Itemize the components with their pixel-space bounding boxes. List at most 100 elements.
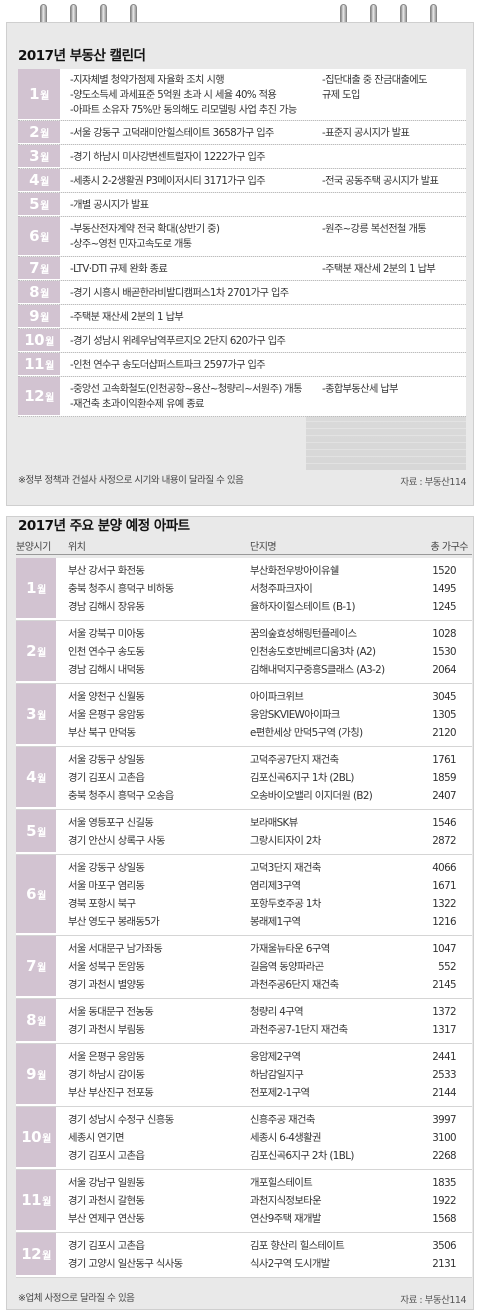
apartment-month-suffix: 월 [42, 1196, 51, 1208]
apartment-units: 2268 [432, 1150, 456, 1162]
calendar-month-number: 1 [29, 85, 40, 103]
apartment-month-suffix: 월 [37, 647, 46, 659]
apartment-complex-name: 하남감일지구 [250, 1069, 304, 1081]
apartment-complex-name: 길음역 동양파라곤 [250, 961, 324, 973]
calendar-row: 7 월 -LTV·DTI 규제 완화 종료 -주택분 재산세 2분의 1 납부 [18, 257, 466, 281]
apartment-rows: 경기 성남시 수정구 신흥동 신흥주공 재건축 3997 세종시 연기면 세종시 6-4… [56, 1107, 472, 1169]
apartments-header: 분양시기 위치 단지명 총 가구수 [16, 537, 472, 553]
apartment-month-number: 11 [21, 1191, 42, 1209]
table-row: 부산 부산진구 전포동 전포제2-1구역 2144 [56, 1084, 472, 1102]
apartment-location: 경남 김해시 장유동 [68, 601, 145, 613]
calendar-row: 1 월 -지자체별 청약가점제 자율화 조치 시행 -양도소득세 과세표준 5억원 초… [18, 69, 466, 121]
calendar-event: -주택분 재산세 2분의 1 납부 [70, 311, 184, 323]
calendar-row: 12 월 -중앙선 고속화철도(인천공항~용산~청량리~서원주) 개통 -재건축 초과… [18, 377, 466, 417]
calendar-events-right: -집단대출 중 잔금대출에도 규제 도입 [322, 73, 427, 103]
apartment-units: 3045 [432, 691, 456, 703]
calendar-event: -세종시 2-2생활권 P3메이저시티 3171가구 입주 [70, 175, 266, 187]
calendar-events-right: -주택분 재산세 2분의 1 납부 [322, 262, 436, 277]
apartment-month-suffix: 월 [37, 890, 46, 902]
calendar-row: 6 월 -부동산전자계약 전국 확대(상반기 중) -상주~영천 민자고속도로 개통 -… [18, 217, 466, 257]
apartment-location: 서울 성북구 돈암동 [68, 961, 145, 973]
calendar-row: 8 월 -경기 시흥시 배곧한라비발디캠퍼스1차 2701가구 입주 [18, 281, 466, 305]
header-location: 위치 [68, 542, 86, 553]
calendar-event: -표준지 공시지가 발표 [322, 127, 410, 139]
apartment-month-number: 9 [26, 1065, 37, 1083]
table-row: 경남 김해시 장유동 율하자이힐스테이트 (B-1) 1245 [56, 598, 472, 616]
apartment-location: 경기 안산시 상록구 사동 [68, 835, 165, 847]
apartment-group: 2 월 서울 강북구 미아동 꿈의숲효성해링턴플레이스 1028 인천 연수구 송도동 인천… [16, 621, 472, 684]
apartment-month-number: 3 [26, 705, 37, 723]
apartment-rows: 서울 동대문구 전농동 청량리 4구역 1372 경기 과천시 부림동 과천주공7-1단… [56, 999, 472, 1043]
apartment-group: 9 월 서울 은평구 응암동 응암제2구역 2441 경기 하남시 감이동 하남감일지구 25… [16, 1044, 472, 1107]
apartment-complex-name: 응암SKVIEW아이파크 [250, 709, 340, 721]
apartment-month-suffix: 월 [37, 1070, 46, 1082]
calendar-event: -상주~영천 민자고속도로 개통 [70, 239, 192, 250]
apartment-month-number: 7 [26, 957, 37, 975]
calendar-event: -주택분 재산세 2분의 1 납부 [322, 263, 436, 275]
apartment-complex-name: e편한세상 만덕5구역 (가칭) [250, 727, 363, 739]
calendar-footnote: ※정부 정책과 건설사 사정으로 시기와 내용이 달라질 수 있음 [18, 475, 244, 486]
apartment-complex-name: 보라매SK뷰 [250, 817, 298, 829]
apartment-location: 부산 부산진구 전포동 [68, 1087, 154, 1099]
calendar-events: -주택분 재산세 2분의 1 납부 [60, 305, 466, 328]
apartment-rows: 서울 강동구 상일동 고덕3단지 재건축 4066 서울 마포구 염리동 염리제3구역 1… [56, 855, 472, 935]
apartment-location: 경기 과천시 갈현동 [68, 1195, 145, 1207]
apartment-rows: 부산 강서구 화전동 부산화전우방아이유쉘 1520 충북 청주시 흥덕구 비하동 서청… [56, 558, 472, 620]
apartment-location: 경기 김포시 고촌읍 [68, 1150, 145, 1162]
calendar-month-suffix: 월 [45, 392, 54, 404]
apartment-month: 11 월 [16, 1170, 56, 1232]
table-row: 경기 김포시 고촌읍 김포신곡6지구 1차 (2BL) 1859 [56, 769, 472, 787]
apartment-units: 2064 [432, 664, 456, 676]
apartment-location: 경기 고양시 일산동구 식사동 [68, 1258, 183, 1270]
table-row: 부산 연제구 연산동 연산9주택 재개발 1568 [56, 1210, 472, 1228]
table-row: 서울 마포구 염리동 염리제3구역 1671 [56, 877, 472, 895]
apartment-group: 8 월 서울 동대문구 전농동 청량리 4구역 1372 경기 과천시 부림동 과천주공7-… [16, 999, 472, 1044]
apartments-table: 1 월 부산 강서구 화전동 부산화전우방아이유쉘 1520 충북 청주시 흥덕구 비하동… [16, 558, 472, 1278]
apartment-complex-name: 응암제2구역 [250, 1051, 301, 1063]
table-row: 서울 양천구 신월동 아이파크위브 3045 [56, 688, 472, 706]
apartment-complex-name: 김포 향산리 힐스테이트 [250, 1240, 345, 1252]
calendar-row: 5 월 -개별 공시지가 발표 [18, 193, 466, 217]
table-row: 경남 김해시 내덕동 김해내덕지구중흥S클래스 (A3-2) 2064 [56, 661, 472, 679]
apartment-location: 서울 양천구 신월동 [68, 691, 145, 703]
calendar-month-suffix: 월 [40, 312, 49, 324]
calendar-month-number: 3 [29, 147, 40, 165]
calendar-event: -아파트 소유자 75%만 동의해도 리모델링 사업 추진 가능 [70, 104, 297, 116]
apartment-complex-name: 과천주공7-1단지 재건축 [250, 1024, 348, 1036]
apartment-complex-name: 김포신곡6지구 1차 (2BL) [250, 772, 354, 784]
apartment-complex-name: 아이파크위브 [250, 691, 304, 703]
apartment-complex-name: 오송바이오밸리 이지더원 (B2) [250, 790, 373, 802]
calendar-events-left: -세종시 2-2생활권 P3메이저시티 3171가구 입주 [70, 174, 266, 189]
apartment-group: 7 월 서울 서대문구 남가좌동 가재울뉴타운 6구역 1047 서울 성북구 돈암동 길음… [16, 936, 472, 999]
calendar-month-suffix: 월 [40, 288, 49, 300]
calendar-row: 9 월 -주택분 재산세 2분의 1 납부 [18, 305, 466, 329]
table-row: 서울 성북구 돈암동 길음역 동양파라곤 552 [56, 958, 472, 976]
apartment-rows: 서울 강북구 미아동 꿈의숲효성해링턴플레이스 1028 인천 연수구 송도동 인천송도… [56, 621, 472, 683]
apartment-group: 1 월 부산 강서구 화전동 부산화전우방아이유쉘 1520 충북 청주시 흥덕구 비하동… [16, 558, 472, 621]
apartments-title: 2017년 주요 분양 예정 아파트 [18, 518, 190, 534]
table-row: 경기 김포시 고촌읍 김포 향산리 힐스테이트 3506 [56, 1237, 472, 1255]
calendar-events: -중앙선 고속화철도(인천공항~용산~청량리~서원주) 개통 -재건축 초과이익환… [60, 377, 466, 416]
table-row: 서울 서대문구 남가좌동 가재울뉴타운 6구역 1047 [56, 940, 472, 958]
apartment-location: 부산 영도구 봉래동5가 [68, 916, 160, 928]
apartment-location: 경기 성남시 수정구 신흥동 [68, 1114, 174, 1126]
apartment-complex-name: 꿈의숲효성해링턴플레이스 [250, 628, 357, 640]
calendar-month-number: 6 [29, 227, 40, 245]
calendar-events-left: -중앙선 고속화철도(인천공항~용산~청량리~서원주) 개통 -재건축 초과이익환… [70, 382, 303, 412]
table-row: 경기 고양시 일산동구 식사동 식사2구역 도시개발 2131 [56, 1255, 472, 1273]
apartment-month-suffix: 월 [37, 584, 46, 596]
apartment-complex-name: 가재울뉴타운 6구역 [250, 943, 330, 955]
apartment-complex-name: 과천주공6단지 재건축 [250, 979, 339, 991]
calendar-events: -경기 성남시 위례우남역푸르지오 2단지 620가구 입주 [60, 329, 466, 352]
calendar-month-number: 7 [29, 259, 40, 277]
apartment-complex-name: 인천송도호반베르디움3차 (A2) [250, 646, 376, 658]
calendar-event: -경기 시흥시 배곧한라비발디캠퍼스1차 2701가구 입주 [70, 287, 289, 299]
apartment-location: 경기 과천시 별양동 [68, 979, 145, 991]
apartment-location: 서울 강남구 일원동 [68, 1177, 145, 1189]
calendar-month-suffix: 월 [40, 90, 49, 102]
calendar-events: -LTV·DTI 규제 완화 종료 -주택분 재산세 2분의 1 납부 [60, 257, 466, 280]
